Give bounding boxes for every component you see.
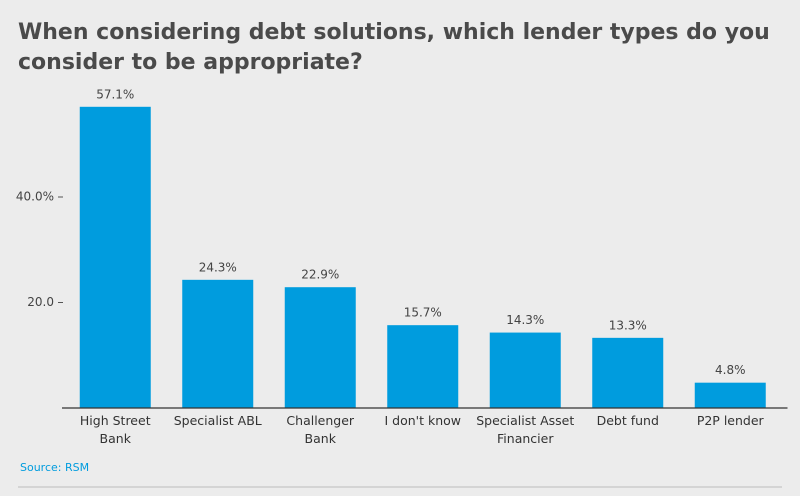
x-tick-label: Specialist Asset Financier xyxy=(476,413,575,446)
bar xyxy=(694,382,766,408)
value-label: 24.3% xyxy=(199,260,237,274)
x-tick-label: High Street Bank xyxy=(79,413,151,446)
bar xyxy=(489,332,561,408)
source: Source: RSM xyxy=(20,461,90,474)
x-tick-label: Challenger Bank xyxy=(286,413,355,446)
x-tick-label: Specialist ABL xyxy=(173,413,262,428)
bar xyxy=(182,279,254,408)
chart-title: When considering debt solutions, which l… xyxy=(18,20,770,75)
x-tick-label: I don't know xyxy=(384,413,461,428)
y-tick-label: 20.0 xyxy=(27,295,54,309)
x-tick-label: P2P lender xyxy=(696,413,764,428)
value-label: 13.3% xyxy=(609,318,647,332)
value-label: 14.3% xyxy=(506,313,544,327)
y-tick-label: 40.0% xyxy=(16,190,54,204)
bar xyxy=(387,325,459,408)
value-label: 57.1% xyxy=(96,87,134,101)
bar xyxy=(592,337,664,408)
bar xyxy=(79,106,151,409)
value-label: 22.9% xyxy=(301,268,339,282)
x-tick-label: Debt fund xyxy=(596,413,659,428)
bar xyxy=(284,287,356,408)
value-label: 4.8% xyxy=(715,363,746,377)
value-label: 15.7% xyxy=(404,306,442,320)
